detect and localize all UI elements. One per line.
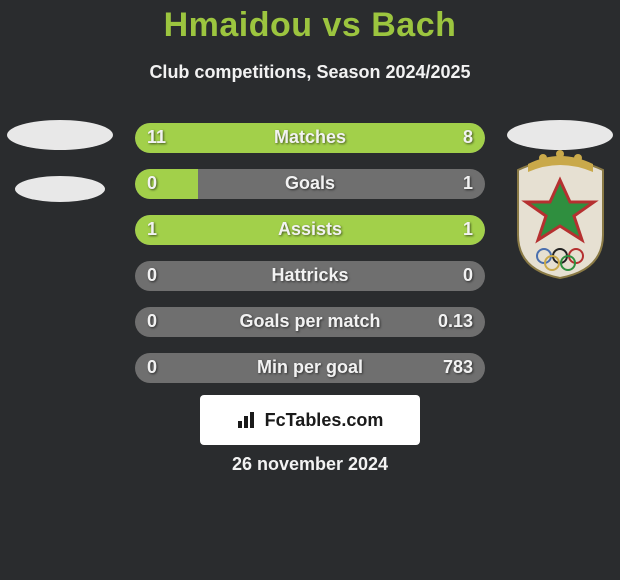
player-left-avatar	[5, 120, 115, 202]
club-crest	[508, 150, 613, 280]
crest-icon	[508, 150, 613, 280]
date-label: 26 november 2024	[0, 454, 620, 475]
badge-text: FcTables.com	[265, 410, 384, 431]
avatar-head-ellipse	[7, 120, 113, 150]
subtitle: Club competitions, Season 2024/2025	[0, 62, 620, 83]
stat-value-right: 8	[463, 127, 473, 148]
player-right-avatar	[505, 120, 615, 280]
comparison-infographic: Hmaidou vs Bach Club competitions, Seaso…	[0, 0, 620, 580]
stat-label: Goals per match	[135, 311, 485, 332]
stat-row: 0 Goals 1	[135, 169, 485, 199]
page-title: Hmaidou vs Bach	[0, 6, 620, 45]
stat-value-right: 0	[463, 265, 473, 286]
stat-row: 1 Assists 1	[135, 215, 485, 245]
stat-value-right: 1	[463, 173, 473, 194]
stat-label: Hattricks	[135, 265, 485, 286]
stat-value-right: 783	[443, 357, 473, 378]
stat-label: Matches	[135, 127, 485, 148]
stat-row: 0 Hattricks 0	[135, 261, 485, 291]
stat-label: Assists	[135, 219, 485, 240]
stat-value-right: 0.13	[438, 311, 473, 332]
avatar-head-ellipse	[507, 120, 613, 150]
stat-row: 0 Min per goal 783	[135, 353, 485, 383]
avatar-body-ellipse	[15, 176, 105, 202]
stat-label: Goals	[135, 173, 485, 194]
stat-row: 0 Goals per match 0.13	[135, 307, 485, 337]
stats-bars: 11 Matches 8 0 Goals 1 1 Assists 1 0 Hat…	[135, 123, 485, 399]
stat-row: 11 Matches 8	[135, 123, 485, 153]
stat-label: Min per goal	[135, 357, 485, 378]
bar-chart-icon	[237, 411, 259, 429]
stat-value-right: 1	[463, 219, 473, 240]
fctables-badge[interactable]: FcTables.com	[200, 395, 420, 445]
